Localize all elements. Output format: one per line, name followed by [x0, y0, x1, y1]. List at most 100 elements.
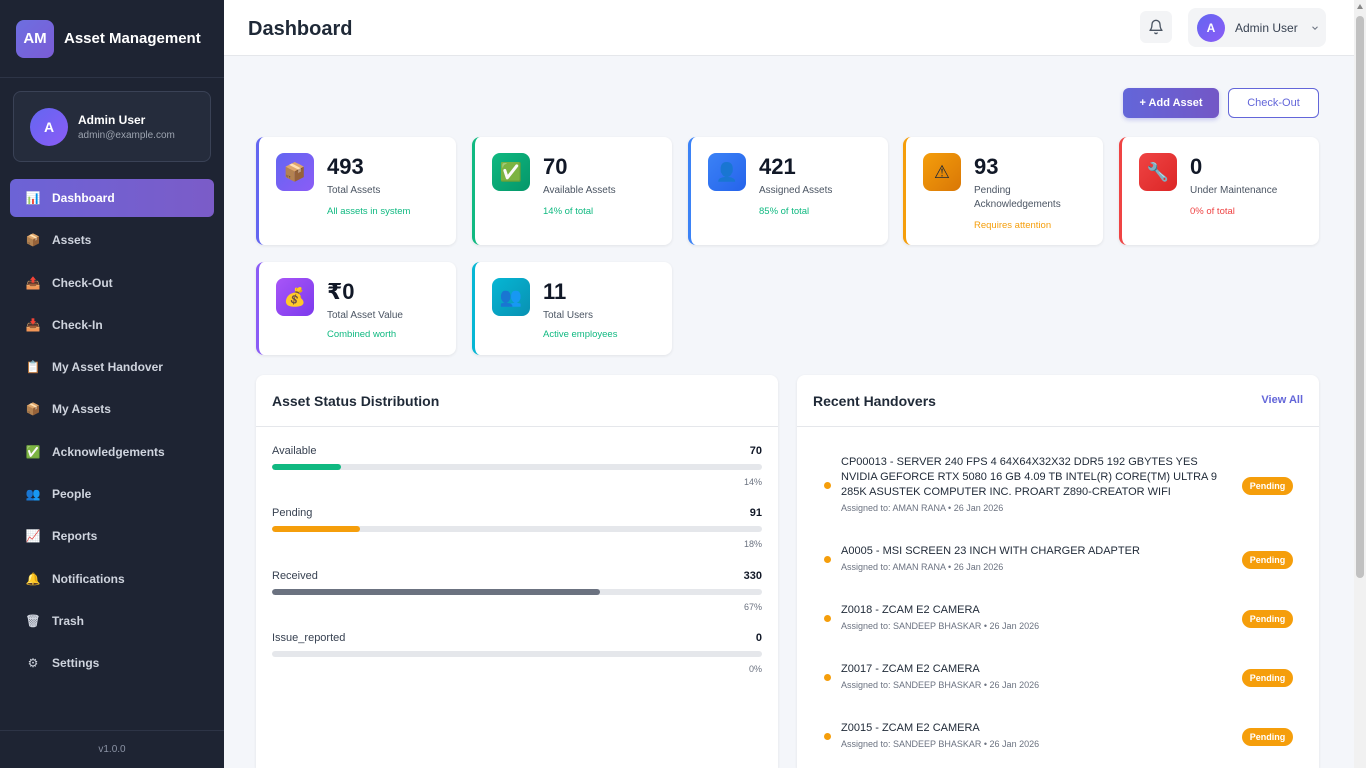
asset-status-distribution-panel: Asset Status Distribution Available 70 1… — [256, 375, 778, 768]
version-label: v1.0.0 — [0, 730, 224, 768]
stat-card-available-assets[interactable]: ✅ 70 Available Assets 14% of total — [472, 137, 672, 245]
stat-subtext: All assets in system — [327, 206, 411, 217]
stat-value: 421 — [759, 154, 796, 179]
brand: AM Asset Management — [0, 0, 224, 78]
sidebar-item-people[interactable]: 👥 People — [10, 475, 214, 513]
sidebar-item-label: My Asset Handover — [52, 360, 163, 375]
chevron-down-icon — [1311, 25, 1318, 30]
user-menu[interactable]: A Admin User — [1188, 8, 1326, 47]
sidebar-item-label: Check-In — [52, 317, 103, 332]
handover-item[interactable]: Z0017 - ZCAM E2 CAMERA Assigned to: SAND… — [813, 662, 1293, 696]
page-title: Dashboard — [248, 18, 353, 40]
view-all-link[interactable]: View All — [1261, 394, 1303, 406]
sidebar-item-label: Reports — [52, 529, 98, 544]
package-icon: 📦 — [25, 402, 41, 417]
handover-item[interactable]: CP00013 - SERVER 240 FPS 4 64X64X32X32 D… — [813, 455, 1293, 515]
stat-label: Assigned Assets — [759, 185, 833, 196]
person-icon: 👤 — [708, 153, 746, 191]
add-asset-button[interactable]: + Add Asset — [1123, 88, 1219, 118]
sidebar-item-label: Acknowledgements — [52, 444, 165, 459]
handover-meta: Assigned to: AMAN RANA • 26 Jan 2026 — [841, 503, 1004, 513]
distribution-bar-fill — [272, 464, 341, 470]
package-icon: 📦 — [25, 233, 41, 248]
stat-value: 70 — [543, 154, 568, 179]
distribution-row-received: Received 330 67% — [272, 570, 762, 612]
user-name: Admin User — [78, 112, 146, 127]
sidebar-item-assets[interactable]: 📦 Assets — [10, 221, 214, 259]
stat-subtext: 0% of total — [1190, 206, 1235, 217]
stat-card-assigned-assets[interactable]: 👤 421 Assigned Assets 85% of total — [688, 137, 888, 245]
bell-icon — [1149, 19, 1163, 35]
avatar: A — [30, 107, 68, 146]
sidebar-item-trash[interactable]: 🗑 Trash — [10, 602, 214, 640]
stat-label: Available Assets — [543, 185, 616, 196]
package-icon: 📦 — [276, 153, 314, 191]
sidebar-item-label: Dashboard — [52, 191, 115, 205]
stat-card-total-asset-value[interactable]: 💰 ₹0 Total Asset Value Combined worth — [256, 262, 456, 355]
avatar: A — [1197, 13, 1225, 42]
distribution-percent: 67% — [743, 602, 762, 612]
status-badge: Pending — [1242, 551, 1293, 569]
stat-card-total-assets[interactable]: 📦 493 Total Assets All assets in system — [256, 137, 456, 245]
people-icon: 👥 — [25, 487, 41, 502]
sidebar-nav: 📊 Dashboard 📦 Assets 📤 Check-Out 📥 Check… — [10, 179, 214, 687]
notifications-button[interactable] — [1140, 11, 1172, 43]
distribution-count: 330 — [743, 570, 762, 582]
stat-card-pending-acknowledgements[interactable]: ⚠ 93 Pending Acknowledgements Requires a… — [903, 137, 1103, 245]
warning-icon: ⚠ — [923, 153, 961, 191]
clipboard-icon: 📋 — [25, 360, 41, 375]
handover-title: A0005 - MSI SCREEN 23 INCH WITH CHARGER … — [841, 545, 1140, 557]
outbox-icon: 📤 — [25, 275, 41, 290]
sidebar: AM Asset Management A Admin User admin@e… — [0, 0, 224, 768]
sidebar-item-my-assets[interactable]: 📦 My Assets — [10, 390, 214, 428]
handover-item[interactable]: A0005 - MSI SCREEN 23 INCH WITH CHARGER … — [813, 544, 1293, 578]
scrollbar[interactable] — [1354, 0, 1366, 768]
sidebar-item-check-out[interactable]: 📤 Check-Out — [10, 264, 214, 302]
distribution-label: Received — [272, 570, 318, 582]
header: Dashboard A Admin User — [224, 0, 1354, 56]
handover-item[interactable]: Z0018 - ZCAM E2 CAMERA Assigned to: SAND… — [813, 603, 1293, 637]
distribution-count: 70 — [749, 445, 762, 457]
sidebar-item-notifications[interactable]: 🔔 Notifications — [10, 560, 214, 598]
stat-subtext: 14% of total — [543, 206, 594, 217]
user-menu-name: Admin User — [1235, 20, 1298, 35]
check-out-button[interactable]: Check-Out — [1228, 88, 1319, 118]
stat-card-under-maintenance[interactable]: 🔧 0 Under Maintenance 0% of total — [1119, 137, 1319, 245]
people-icon: 👥 — [492, 278, 530, 316]
distribution-label: Issue_reported — [272, 632, 346, 644]
sidebar-item-reports[interactable]: 📈 Reports — [10, 517, 214, 555]
sidebar-item-settings[interactable]: ⚙ Settings — [10, 644, 214, 682]
stat-value: 11 — [543, 279, 567, 304]
distribution-label: Available — [272, 445, 317, 457]
scroll-up-arrow-icon[interactable] — [1357, 4, 1363, 9]
sidebar-item-dashboard[interactable]: 📊 Dashboard — [10, 179, 214, 217]
money-bag-icon: 💰 — [276, 278, 314, 316]
sidebar-item-label: Notifications — [52, 571, 125, 586]
dashboard-icon: 📊 — [25, 191, 41, 205]
status-dot — [824, 482, 831, 489]
inbox-icon: 📥 — [25, 317, 41, 332]
stat-card-total-users[interactable]: 👥 11 Total Users Active employees — [472, 262, 672, 355]
handover-title: Z0018 - ZCAM E2 CAMERA — [841, 604, 980, 616]
distribution-percent: 0% — [748, 664, 762, 674]
stat-label: Total Asset Value — [327, 310, 403, 321]
stat-label: Pending Acknowledgements — [974, 185, 1061, 210]
sidebar-item-label: Check-Out — [52, 275, 113, 290]
sidebar-item-my-asset-handover[interactable]: 📋 My Asset Handover — [10, 348, 214, 386]
sidebar-item-check-in[interactable]: 📥 Check-In — [10, 306, 214, 344]
status-dot — [824, 556, 831, 563]
stat-value: 93 — [974, 154, 999, 179]
stat-label: Total Users — [543, 310, 594, 321]
chart-icon: 📈 — [25, 529, 41, 544]
user-email: admin@example.com — [78, 129, 175, 141]
sidebar-item-acknowledgements[interactable]: ✅ Acknowledgements — [10, 433, 214, 471]
handover-title: Z0017 - ZCAM E2 CAMERA — [841, 663, 980, 675]
distribution-label: Pending — [272, 507, 313, 519]
handover-item[interactable]: Z0015 - ZCAM E2 CAMERA Assigned to: SAND… — [813, 721, 1293, 755]
brand-name: Asset Management — [64, 30, 201, 47]
panel-title: Asset Status Distribution — [256, 375, 778, 427]
sidebar-item-label: Trash — [52, 613, 85, 628]
scroll-thumb[interactable] — [1356, 16, 1364, 578]
bell-icon: 🔔 — [25, 571, 41, 586]
stat-subtext: Combined worth — [327, 329, 397, 340]
